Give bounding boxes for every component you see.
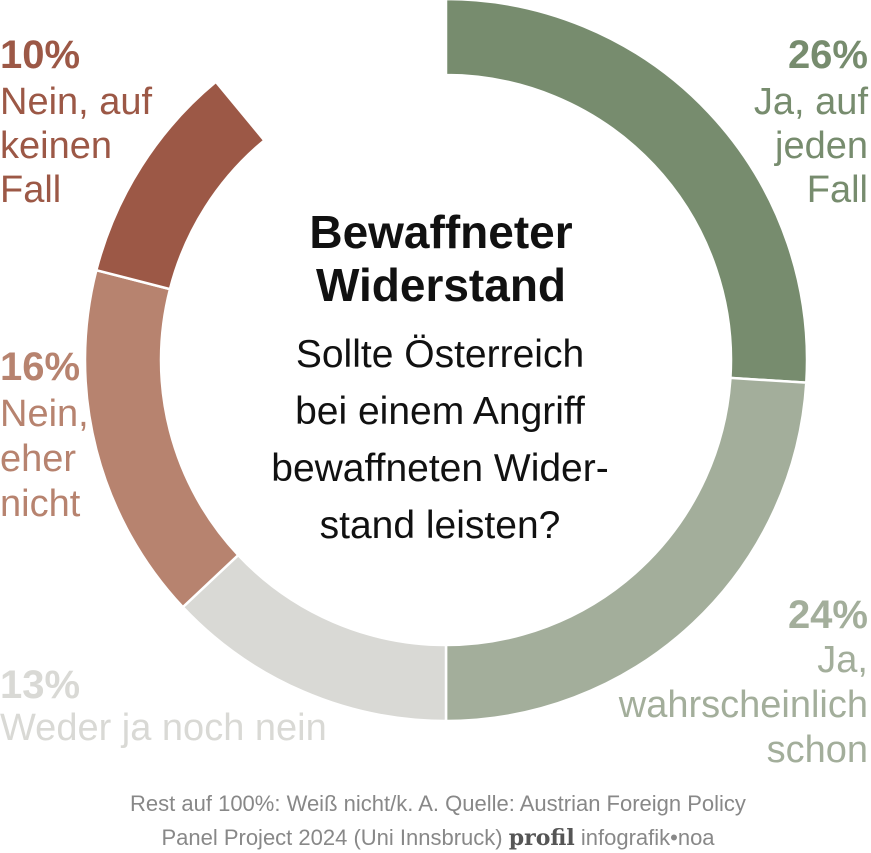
slice-label: eher <box>0 438 76 480</box>
value-label: 13% <box>0 663 80 707</box>
value-label: 24% <box>788 593 868 637</box>
brand: profil <box>509 825 575 851</box>
chart-subtitle: bewaffneten Wider- <box>271 447 608 490</box>
value-label: 16% <box>0 345 80 389</box>
footer: Panel Project 2024 (Uni Innsbruck) profi… <box>161 825 715 851</box>
chart-subtitle: Sollte Österreich <box>296 333 584 376</box>
donut-segment <box>94 80 267 291</box>
value-label: 10% <box>0 33 80 77</box>
slice-label: nicht <box>0 483 81 525</box>
slice-label: schon <box>767 729 868 771</box>
donut-segment <box>83 268 241 609</box>
credit: infografik•noa <box>581 825 715 850</box>
slice-label: wahrscheinlich <box>618 684 868 726</box>
chart-title: Widerstand <box>316 259 566 311</box>
slice-label: Fall <box>0 169 61 211</box>
donut <box>83 0 809 723</box>
chart-subtitle: stand leisten? <box>320 504 561 547</box>
slice-label: Nein, auf <box>0 81 153 123</box>
slice-label: Weder ja noch nein <box>0 707 327 749</box>
donut-segment <box>181 553 448 723</box>
value-label: 26% <box>788 33 868 77</box>
footer: Rest auf 100%: Weiß nicht/k. A. Quelle: … <box>130 791 746 816</box>
slice-label: Nein, <box>0 393 89 435</box>
footer: Panel Project 2024 (Uni Innsbruck) <box>161 825 502 850</box>
chart-title: Bewaffneter <box>309 206 572 258</box>
chart-subtitle: bei einem Angriff <box>295 390 585 433</box>
slice-label: jeden <box>774 125 868 167</box>
donut-segment <box>444 0 809 384</box>
slice-label: Ja, auf <box>754 81 869 123</box>
slice-label: Ja, <box>817 639 868 681</box>
slice-label: Fall <box>807 169 868 211</box>
slice-label: keinen <box>0 125 112 167</box>
